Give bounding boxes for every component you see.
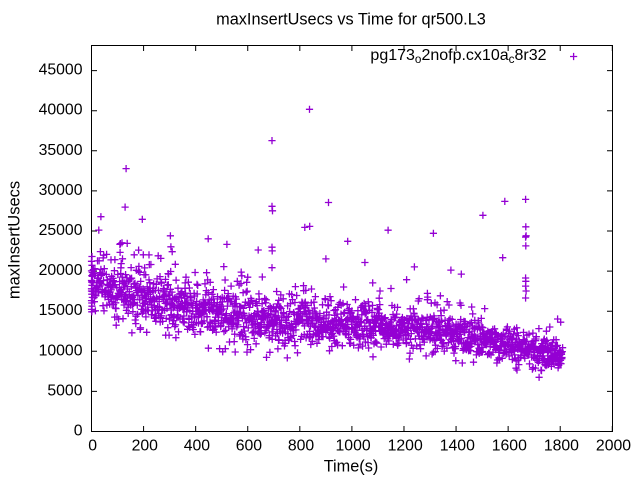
svg-text:5000: 5000	[47, 382, 82, 399]
svg-text:0: 0	[88, 438, 97, 455]
svg-text:1800: 1800	[544, 438, 579, 455]
svg-text:15000: 15000	[39, 302, 83, 319]
svg-text:0: 0	[74, 423, 83, 440]
svg-text:200: 200	[132, 438, 159, 455]
svg-text:40000: 40000	[39, 102, 83, 119]
svg-text:pg173o2nofp.cx10ac8r32: pg173o2nofp.cx10ac8r32	[370, 47, 546, 66]
svg-text:1200: 1200	[388, 438, 423, 455]
svg-text:35000: 35000	[39, 142, 83, 159]
svg-text:25000: 25000	[39, 222, 83, 239]
svg-text:Time(s): Time(s)	[324, 458, 379, 476]
svg-text:30000: 30000	[39, 182, 83, 199]
svg-text:maxInsertUsecs: maxInsertUsecs	[6, 181, 24, 299]
svg-text:600: 600	[236, 438, 263, 455]
svg-text:1000: 1000	[336, 438, 371, 455]
svg-text:maxInsertUsecs vs Time for qr5: maxInsertUsecs vs Time for qr500.L3	[216, 11, 486, 29]
svg-text:2000: 2000	[596, 438, 631, 455]
svg-text:45000: 45000	[39, 62, 83, 79]
svg-text:400: 400	[184, 438, 211, 455]
svg-text:1600: 1600	[492, 438, 527, 455]
svg-text:10000: 10000	[39, 342, 83, 359]
svg-text:20000: 20000	[39, 262, 83, 279]
svg-text:1400: 1400	[440, 438, 475, 455]
svg-text:800: 800	[288, 438, 315, 455]
